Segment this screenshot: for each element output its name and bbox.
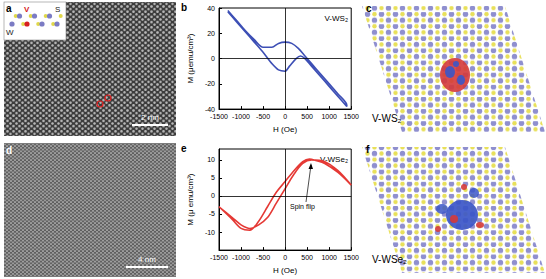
svg-text:-1000: -1000 <box>232 254 250 261</box>
svg-text:-500: -500 <box>256 254 270 261</box>
svg-text:5: 5 <box>211 174 215 181</box>
svg-text:1000: 1000 <box>321 113 337 120</box>
svg-text:500: 500 <box>301 113 313 120</box>
svg-text:-1500: -1500 <box>210 113 228 120</box>
svg-text:b: b <box>181 2 187 13</box>
svg-text:V-WS₂: V-WS₂ <box>372 113 402 124</box>
svg-text:S: S <box>55 5 60 14</box>
svg-text:e: e <box>181 143 187 154</box>
svg-text:0: 0 <box>211 55 215 62</box>
svg-text:4 nm: 4 nm <box>138 255 156 264</box>
svg-text:-5: -5 <box>209 210 215 217</box>
svg-text:f: f <box>366 144 370 155</box>
svg-text:-10: -10 <box>205 229 215 236</box>
svg-text:V-WSe₂: V-WSe₂ <box>320 154 348 164</box>
svg-text:-1500: -1500 <box>210 254 228 261</box>
svg-text:V: V <box>24 5 30 14</box>
svg-text:d: d <box>6 145 12 156</box>
svg-text:10: 10 <box>207 156 215 163</box>
svg-text:2 nm: 2 nm <box>141 113 159 122</box>
svg-text:Spin flip: Spin flip <box>290 203 315 211</box>
svg-text:-40: -40 <box>205 106 215 113</box>
svg-text:1500: 1500 <box>343 113 359 120</box>
svg-text:M (μemu/cm³): M (μemu/cm³) <box>186 33 195 83</box>
svg-text:20: 20 <box>207 30 215 37</box>
svg-text:40: 40 <box>207 5 215 12</box>
svg-text:V-WS₂: V-WS₂ <box>324 14 348 23</box>
svg-text:-500: -500 <box>256 113 270 120</box>
svg-text:c: c <box>366 3 372 14</box>
svg-text:500: 500 <box>301 254 313 261</box>
svg-text:1000: 1000 <box>321 254 337 261</box>
svg-text:1500: 1500 <box>343 254 359 261</box>
svg-text:W: W <box>6 28 14 37</box>
svg-text:V-WSe₂: V-WSe₂ <box>372 254 407 265</box>
svg-text:a: a <box>6 3 12 14</box>
svg-text:H (Oe): H (Oe) <box>273 266 297 275</box>
svg-text:H (Oe): H (Oe) <box>273 125 297 134</box>
svg-text:0: 0 <box>283 254 287 261</box>
svg-text:-20: -20 <box>205 80 215 87</box>
svg-text:M (μ emu/cm³): M (μ emu/cm³) <box>186 173 195 225</box>
svg-text:-1000: -1000 <box>232 113 250 120</box>
svg-text:0: 0 <box>283 113 287 120</box>
svg-text:0: 0 <box>211 192 215 199</box>
